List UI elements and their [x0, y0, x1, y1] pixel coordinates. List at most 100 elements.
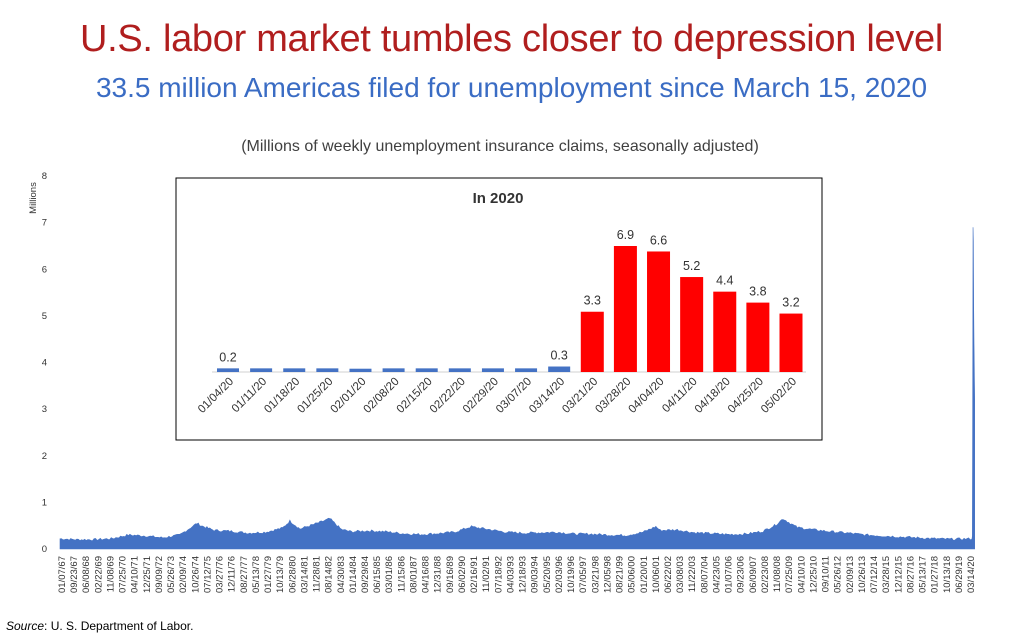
x-tick-label: 07/12/75 — [202, 556, 213, 593]
inset-chart: In 20200.201/04/2001/11/2001/18/2001/25/… — [175, 177, 823, 441]
x-tick-label: 06/08/68 — [81, 556, 92, 593]
y-tick-label: 6 — [42, 264, 47, 275]
x-tick-label: 03/21/98 — [590, 556, 601, 593]
x-tick-label: 01/07/67 — [57, 556, 68, 593]
x-tick-label: 11/08/69 — [105, 556, 116, 592]
x-tick-label: 02/22/69 — [93, 556, 104, 593]
x-tick-label: 02/16/91 — [469, 556, 480, 593]
inset-bar — [349, 368, 372, 372]
x-tick-label: 09/16/89 — [445, 556, 456, 593]
x-tick-label: 04/23/05 — [711, 556, 722, 593]
x-tick-label: 03/14/81 — [299, 556, 310, 593]
inset-data-label: 6.9 — [617, 228, 634, 242]
y-tick-label: 2 — [42, 451, 47, 462]
x-tick-label: 05/20/95 — [542, 556, 553, 593]
x-tick-label: 11/22/03 — [687, 556, 698, 592]
inset-data-label: 3.3 — [584, 294, 601, 308]
inset-bar — [680, 277, 704, 372]
x-tick-label: 01/20/01 — [639, 556, 650, 593]
x-tick-label: 11/28/81 — [312, 556, 323, 592]
x-tick-label: 08/27/77 — [239, 556, 250, 593]
x-tick-label: 04/10/71 — [130, 556, 141, 593]
x-tick-label: 09/03/94 — [530, 556, 541, 593]
x-tick-label: 04/30/83 — [336, 556, 347, 593]
x-tick-label: 02/09/13 — [845, 556, 856, 593]
inset-bar — [580, 311, 604, 372]
inset-data-label: 6.6 — [650, 233, 667, 247]
inset-bar — [548, 366, 571, 372]
x-tick-label: 09/09/72 — [154, 556, 165, 593]
x-tick-label: 12/18/93 — [518, 556, 529, 593]
x-tick-label: 09/29/84 — [360, 556, 371, 593]
inset-data-label: 3.2 — [782, 296, 799, 310]
x-tick-label: 12/25/71 — [142, 556, 153, 593]
x-tick-label: 01/14/84 — [348, 556, 359, 593]
inset-bar — [382, 368, 405, 372]
inset-data-label: 0.2 — [219, 350, 236, 364]
x-tick-label: 07/25/09 — [784, 556, 795, 593]
x-tick-label: 07/05/97 — [578, 556, 589, 593]
inset-data-label: 5.2 — [683, 259, 700, 273]
chart-subtitle: 33.5 million Americas filed for unemploy… — [95, 72, 928, 103]
x-tick-label: 12/25/10 — [808, 556, 819, 593]
x-tick-label: 08/21/99 — [615, 556, 626, 593]
y-tick-label: 5 — [42, 311, 47, 322]
chart-title: U.S. labor market tumbles closer to depr… — [79, 18, 943, 60]
x-tick-label: 01/27/18 — [930, 556, 941, 593]
x-tick-label: 11/02/91 — [481, 556, 492, 592]
main-chart-x-ticks: 01/07/67 09/23/67 06/08/68 02/22/69 11/08/69… — [57, 556, 977, 593]
main-chart-area — [59, 227, 975, 550]
x-tick-label: 12/05/98 — [602, 556, 613, 593]
x-tick-label: 07/12/14 — [869, 556, 880, 593]
x-tick-label: 01/07/06 — [724, 556, 735, 593]
x-tick-label: 06/28/80 — [287, 556, 298, 593]
x-tick-label: 03/14/20 — [966, 556, 977, 593]
claims-area-series — [59, 227, 975, 550]
inset-title: In 2020 — [473, 190, 524, 207]
inset-data-label: 0.3 — [550, 349, 567, 363]
y-tick-label: 8 — [42, 171, 47, 182]
x-tick-label: 05/13/17 — [918, 556, 929, 593]
inset-bar — [415, 368, 438, 372]
x-tick-label: 02/23/08 — [760, 556, 771, 593]
inset-bar — [316, 368, 339, 372]
x-tick-label: 10/19/96 — [566, 556, 577, 593]
inset-bar — [481, 368, 504, 372]
x-tick-label: 12/11/76 — [227, 556, 238, 592]
inset-data-label: 3.8 — [749, 285, 766, 299]
inset-bar — [746, 302, 770, 372]
x-tick-label: 07/25/70 — [118, 556, 129, 593]
inset-bar — [713, 291, 737, 372]
x-tick-label: 10/06/01 — [651, 556, 662, 593]
inset-data-label: 4.4 — [716, 274, 733, 288]
x-tick-label: 01/27/79 — [263, 556, 274, 593]
x-tick-label: 11/15/86 — [396, 556, 407, 592]
y-tick-label: 7 — [42, 218, 47, 229]
x-tick-label: 08/01/87 — [408, 556, 419, 593]
x-tick-label: 12/31/88 — [433, 556, 444, 593]
x-tick-label: 04/03/93 — [505, 556, 516, 593]
x-tick-label: 02/03/96 — [554, 556, 565, 593]
y-tick-label: 4 — [42, 358, 47, 369]
y-tick-label: 1 — [42, 497, 47, 508]
source-label: Source — [6, 619, 45, 633]
inset-bar — [779, 313, 803, 372]
x-tick-label: 06/15/85 — [372, 556, 383, 593]
x-tick-label: 02/09/74 — [178, 556, 189, 593]
x-tick-label: 03/28/15 — [881, 556, 892, 593]
x-tick-label: 05/13/78 — [251, 556, 262, 593]
x-tick-label: 11/08/08 — [772, 556, 783, 592]
y-tick-label: 0 — [42, 544, 47, 555]
y-axis-label: Millions — [28, 182, 39, 214]
x-tick-label: 05/06/00 — [627, 556, 638, 593]
inset-bar — [448, 368, 471, 372]
chart-note: (Millions of weekly unemployment insuran… — [241, 138, 759, 155]
inset-bar — [250, 368, 273, 372]
x-tick-label: 10/13/79 — [275, 556, 286, 593]
x-tick-label: 05/26/73 — [166, 556, 177, 593]
inset-bar — [613, 246, 637, 372]
x-tick-label: 06/22/02 — [663, 556, 674, 593]
x-tick-label: 09/10/11 — [821, 556, 832, 592]
